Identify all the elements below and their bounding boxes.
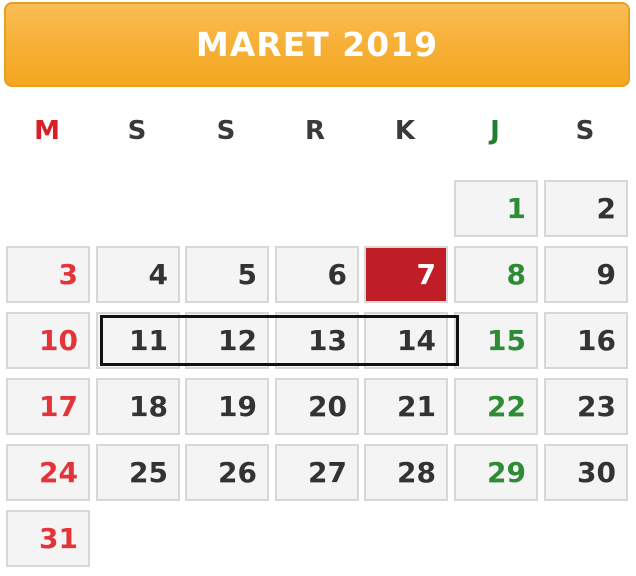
day-cell[interactable]: 5 xyxy=(185,246,269,303)
month-title: MARET 2019 xyxy=(4,2,630,87)
day-cell[interactable]: 14 xyxy=(364,312,448,369)
day-cell[interactable]: 3 xyxy=(6,246,90,303)
day-cell[interactable]: 31 xyxy=(6,510,90,567)
day-cell[interactable]: 13 xyxy=(275,312,359,369)
day-cell[interactable]: 19 xyxy=(185,378,269,435)
day-cell[interactable]: 29 xyxy=(454,444,538,501)
day-cell[interactable]: 18 xyxy=(96,378,180,435)
weekday-sunday: M xyxy=(34,116,60,146)
day-cell[interactable]: 30 xyxy=(544,444,628,501)
weekday-tuesday: S xyxy=(216,116,236,146)
day-cell[interactable]: 1 xyxy=(454,180,538,237)
day-cell[interactable]: 24 xyxy=(6,444,90,501)
day-cell[interactable]: 6 xyxy=(275,246,359,303)
weekday-thursday: K xyxy=(394,116,416,146)
weekday-wednesday: R xyxy=(304,116,326,146)
day-cell[interactable]: 20 xyxy=(275,378,359,435)
day-cell[interactable]: 12 xyxy=(185,312,269,369)
day-cell[interactable]: 23 xyxy=(544,378,628,435)
weekday-monday: S xyxy=(127,116,147,146)
day-cell[interactable]: 15 xyxy=(454,312,538,369)
day-cell[interactable]: 28 xyxy=(364,444,448,501)
day-cell[interactable]: 10 xyxy=(6,312,90,369)
day-cell[interactable]: 9 xyxy=(544,246,628,303)
day-cell[interactable]: 26 xyxy=(185,444,269,501)
day-cell[interactable]: 2 xyxy=(544,180,628,237)
weekday-saturday: S xyxy=(575,116,595,146)
day-cell-today[interactable]: 7 xyxy=(364,246,448,303)
day-cell[interactable]: 27 xyxy=(275,444,359,501)
weekday-friday: J xyxy=(490,116,500,146)
day-cell[interactable]: 8 xyxy=(454,246,538,303)
day-cell[interactable]: 21 xyxy=(364,378,448,435)
day-cell[interactable]: 25 xyxy=(96,444,180,501)
day-cell[interactable]: 16 xyxy=(544,312,628,369)
day-cell[interactable]: 4 xyxy=(96,246,180,303)
day-cell[interactable]: 17 xyxy=(6,378,90,435)
day-cell[interactable]: 22 xyxy=(454,378,538,435)
day-cell[interactable]: 11 xyxy=(96,312,180,369)
